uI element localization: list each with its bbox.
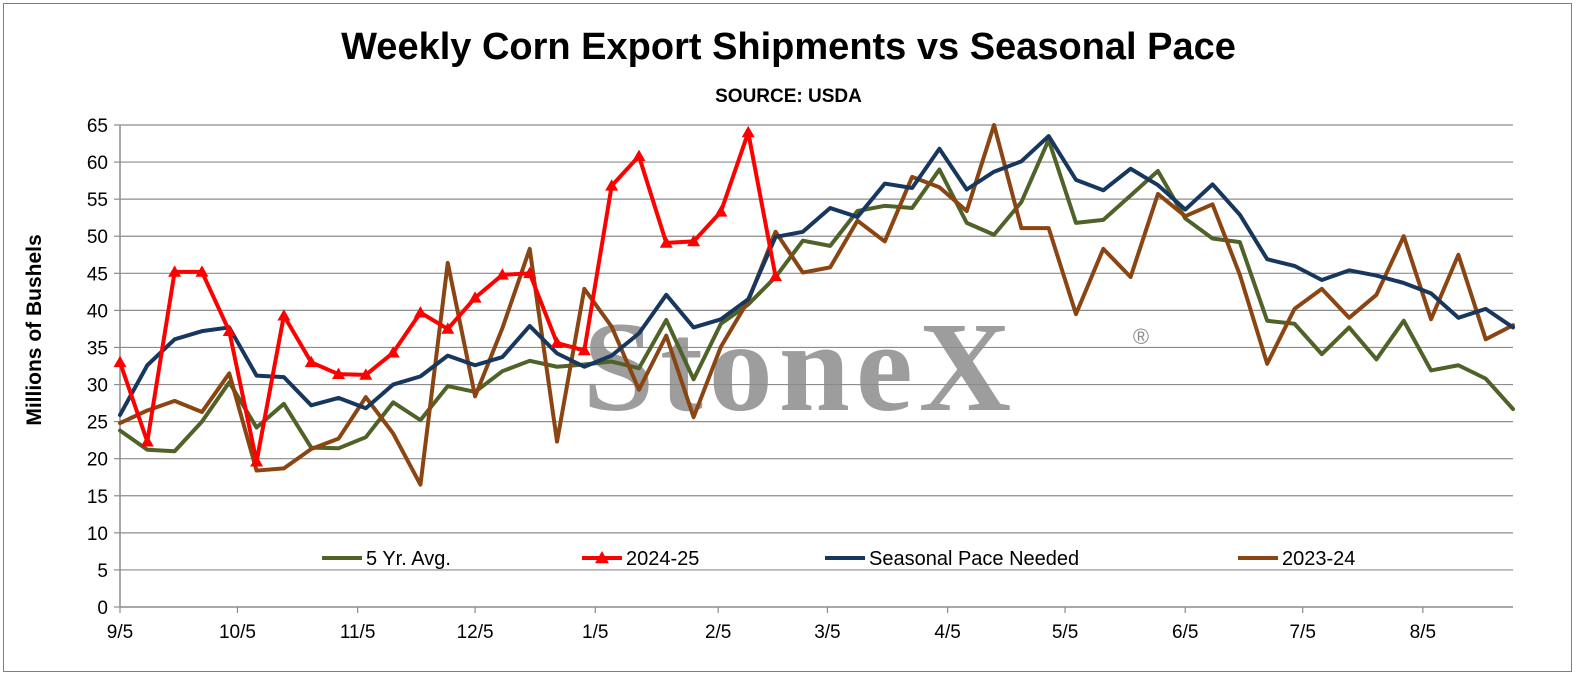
series-1-point-4 <box>222 324 236 337</box>
series-1-point-23 <box>741 125 755 138</box>
x-tick-label-1: 10/5 <box>219 622 256 643</box>
legend-label-2: Seasonal Pace Needed <box>869 548 1079 570</box>
series-line-0 <box>118 137 1515 454</box>
series-line-3 <box>118 123 1515 487</box>
series-1-point-3 <box>195 265 209 277</box>
series-line-2 <box>118 134 1515 417</box>
series-1-point-5 <box>250 455 264 467</box>
legend-label-1: 2024-25 <box>626 548 699 570</box>
x-tick-label-9: 6/5 <box>1172 622 1198 643</box>
watermark: StoneX ® <box>583 296 1149 438</box>
x-tick-label-4: 1/5 <box>582 622 608 643</box>
series-1-point-17 <box>577 343 591 356</box>
series-1-point-2 <box>168 265 182 277</box>
legend: 5 Yr. Avg. 2024-25 Seasonal Pace Needed 202… <box>322 548 1355 570</box>
x-tick-label-10: 7/5 <box>1289 622 1315 643</box>
x-tick-label-6: 3/5 <box>814 622 840 643</box>
y-tick-label-0: 0 <box>97 598 108 619</box>
series-1-point-1 <box>140 435 154 447</box>
y-tick-label-25: 25 <box>87 413 108 434</box>
series-1-point-24 <box>769 269 783 282</box>
series-1-point-14 <box>495 268 509 280</box>
series-1-point-8 <box>332 367 346 380</box>
series <box>113 123 1515 487</box>
y-tick-label-20: 20 <box>87 450 108 471</box>
series-1-point-13 <box>468 291 482 303</box>
series-1-point-10 <box>386 346 400 358</box>
y-tick-label-5: 5 <box>97 561 108 582</box>
y-tick-label-10: 10 <box>87 524 108 545</box>
series-1-point-18 <box>605 179 619 191</box>
y-tick-label-40: 40 <box>87 301 108 322</box>
x-tick-label-7: 4/5 <box>934 622 960 643</box>
series-1-point-11 <box>413 306 427 318</box>
y-tick-label-35: 35 <box>87 338 108 359</box>
y-tick-label-50: 50 <box>87 227 108 248</box>
legend-label-0: 5 Yr. Avg. <box>366 548 451 570</box>
x-tick-label-8: 5/5 <box>1052 622 1078 643</box>
watermark-logo: StoneX <box>583 296 1017 438</box>
legend-label-3: 2023-24 <box>1282 548 1355 570</box>
series-1-point-9 <box>359 368 373 380</box>
x-tick-label-3: 12/5 <box>457 622 494 643</box>
chart-subtitle: SOURCE: USDA <box>715 86 862 107</box>
watermark-registered-mark: ® <box>1133 324 1149 349</box>
y-tick-label-60: 60 <box>87 153 108 174</box>
series-1-point-12 <box>441 322 455 334</box>
series-1-point-0 <box>113 355 127 368</box>
series-1-point-6 <box>277 309 291 321</box>
series-1-point-20 <box>659 236 673 248</box>
series-1-point-19 <box>632 149 646 162</box>
y-tick-label-15: 15 <box>87 487 108 508</box>
series-1-point-16 <box>550 336 564 348</box>
x-tick-label-11: 8/5 <box>1410 622 1436 643</box>
chart-title: Weekly Corn Export Shipments vs Seasonal… <box>341 26 1236 68</box>
series-1-point-22 <box>714 205 728 217</box>
y-tick-label-30: 30 <box>87 376 108 397</box>
y-tick-label-45: 45 <box>87 264 108 285</box>
x-tick-label-5: 2/5 <box>705 622 731 643</box>
series-1-point-21 <box>687 234 701 247</box>
legend-marker-1 <box>595 551 609 564</box>
series-1-point-15 <box>523 266 537 279</box>
series-1-point-7 <box>304 355 318 368</box>
x-tick-label-2: 11/5 <box>340 622 376 643</box>
chart-frame <box>3 3 1572 672</box>
y-tick-label-65: 65 <box>87 116 108 137</box>
x-tick-label-0: 9/5 <box>107 622 133 643</box>
gridlines <box>120 124 1513 571</box>
y-tick-label-55: 55 <box>87 190 108 211</box>
